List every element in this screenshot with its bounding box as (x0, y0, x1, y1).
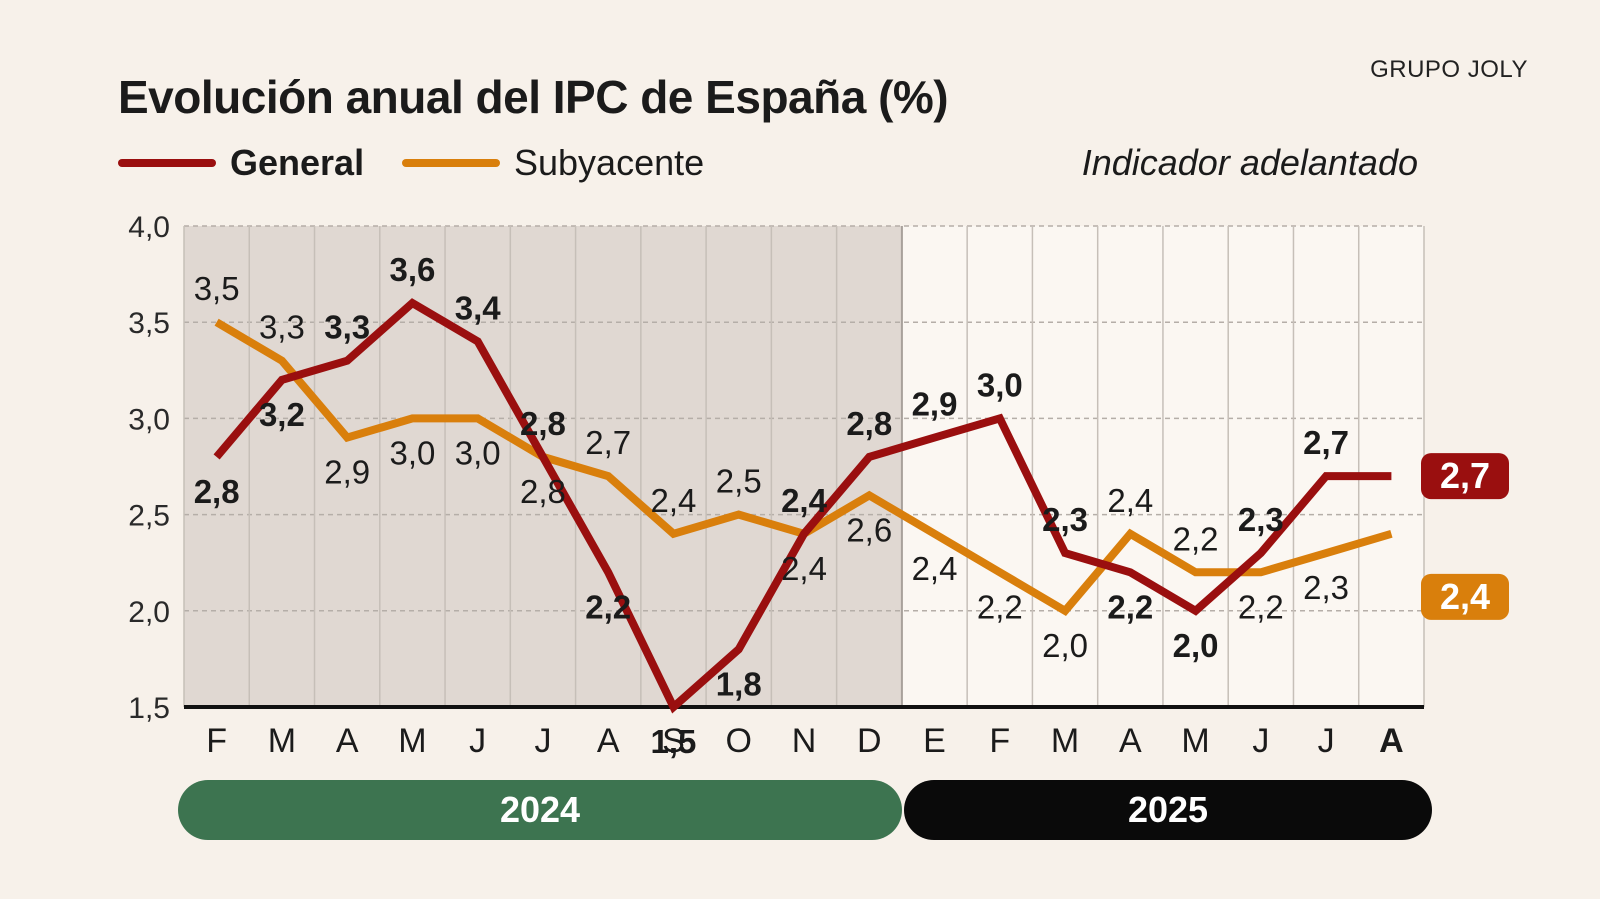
data-label-subyacente: 2,4 (1107, 482, 1153, 519)
data-label-general: 2,9 (912, 386, 958, 423)
chart-title: Evolución anual del IPC de España (%) (118, 71, 949, 123)
data-label-general: 2,8 (846, 405, 892, 442)
y-tick-label: 3,0 (128, 403, 170, 436)
x-tick-label: M (1051, 722, 1079, 760)
x-tick-label: D (857, 722, 882, 760)
x-tick-label: S (662, 722, 685, 760)
x-tick-label: J (534, 722, 551, 760)
x-tick-label: E (923, 722, 946, 760)
x-tick-label: J (469, 722, 486, 760)
year-bar-2024: 2024 (178, 780, 902, 840)
y-tick-label: 1,5 (128, 692, 170, 725)
data-label-general: 3,6 (389, 251, 435, 288)
data-label-subyacente: 3,0 (455, 434, 501, 471)
data-label-general: 3,0 (977, 366, 1023, 403)
data-label-subyacente: 2,4 (651, 482, 697, 519)
shaded-2024-region (184, 226, 902, 707)
legend: General Subyacente Indicador adelantado (118, 142, 1418, 186)
data-label-subyacente: 2,5 (716, 463, 762, 500)
x-tick-label: F (989, 722, 1010, 760)
data-label-general: 2,2 (1107, 588, 1153, 625)
x-tick-label: O (726, 722, 752, 760)
end-badge-general (1421, 453, 1509, 500)
x-tick-label: M (1181, 722, 1209, 760)
x-tick-label: A (597, 722, 620, 760)
x-tick-label: A (1119, 722, 1142, 760)
data-label-subyacente: 2,2 (977, 588, 1023, 625)
x-tick-label: N (792, 722, 817, 760)
data-label-general: 3,2 (259, 396, 305, 433)
data-label-subyacente: 2,7 (585, 424, 631, 461)
publisher-credit: GRUPO JOLY (1370, 56, 1528, 83)
data-label-general: 2,4 (781, 482, 828, 519)
data-label-subyacente: 3,5 (194, 270, 240, 307)
x-tick-label: M (398, 722, 426, 760)
y-tick-label: 3,5 (128, 307, 170, 340)
data-label-general: 2,3 (1042, 501, 1088, 538)
data-label-general: 2,8 (194, 473, 240, 510)
data-label-general: 2,7 (1303, 424, 1349, 461)
y-tick-label: 2,0 (128, 596, 170, 629)
data-label-subyacente: 3,0 (389, 434, 435, 471)
data-label-subyacente: 2,2 (1173, 520, 1219, 557)
data-label-subyacente: 2,3 (1303, 569, 1349, 606)
data-label-general: 1,5 (651, 723, 697, 760)
data-label-subyacente: 2,0 (1042, 627, 1088, 664)
data-label-general: 2,2 (585, 588, 631, 625)
legend-item-general: General (118, 142, 364, 184)
x-tick-label: A (336, 722, 359, 760)
end-badge-subyacente (1421, 573, 1509, 620)
data-label-subyacente: 2,6 (846, 511, 892, 548)
legend-item-subyacente: Subyacente (402, 142, 704, 184)
end-label-general: 2,7 (1440, 455, 1490, 496)
data-label-general: 2,0 (1173, 627, 1219, 664)
legend-label-general: General (230, 142, 365, 183)
data-label-subyacente: 2,9 (324, 454, 370, 491)
data-label-subyacente: 2,8 (520, 473, 566, 510)
y-tick-label: 4,0 (128, 211, 170, 244)
x-tick-label: A (1379, 722, 1404, 760)
data-label-subyacente: 2,2 (1238, 588, 1284, 625)
legend-swatch-subyacente (402, 159, 500, 167)
data-label-general: 3,3 (324, 309, 370, 346)
x-tick-label: J (1318, 722, 1335, 760)
x-tick-label: F (206, 722, 227, 760)
year-bar-2025: 2025 (904, 780, 1432, 840)
legend-swatch-general (118, 159, 216, 167)
data-label-general: 2,8 (520, 405, 566, 442)
y-tick-label: 2,5 (128, 500, 170, 533)
x-tick-label: M (268, 722, 296, 760)
x-tick-label: J (1252, 722, 1269, 760)
legend-note: Indicador adelantado (1081, 142, 1418, 183)
data-label-general: 3,4 (455, 289, 502, 326)
data-label-general: 1,8 (716, 665, 762, 702)
data-label-subyacente: 3,3 (259, 309, 305, 346)
data-label-general: 2,3 (1238, 501, 1284, 538)
end-label-subyacente: 2,4 (1440, 576, 1490, 617)
series-line-general (213, 298, 1392, 714)
data-label-subyacente: 2,4 (781, 550, 827, 587)
legend-label-subyacente: Subyacente (514, 142, 705, 183)
data-label-subyacente: 2,4 (912, 550, 958, 587)
